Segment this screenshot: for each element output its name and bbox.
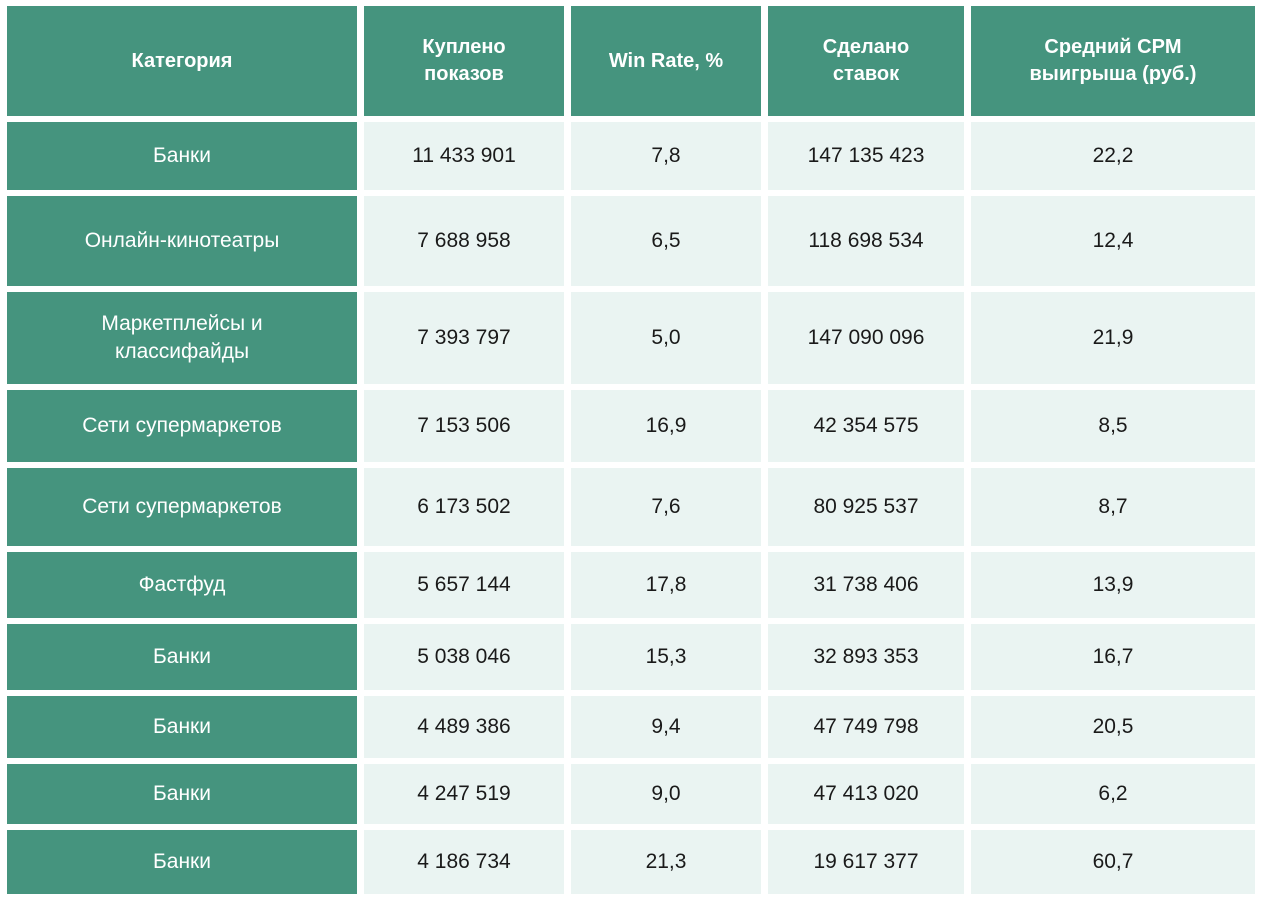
avg-win-cpm-cell: 12,4 (971, 196, 1255, 286)
table-row: Банки 5 038 046 15,3 32 893 353 16,7 (7, 624, 1255, 690)
category-label: Фастфуд (138, 572, 226, 596)
win-rate-cell: 9,4 (571, 696, 761, 758)
table-row: Фастфуд 5 657 144 17,8 31 738 406 13,9 (7, 552, 1255, 618)
column-header-avg-win-cpm: Средний CPM выигрыша (руб.) (971, 6, 1255, 116)
column-header-win-rate: Win Rate, % (571, 6, 761, 116)
column-header-label: Средний CPM выигрыша (руб.) (1029, 36, 1197, 85)
table-header: Категория Куплено показов Win Rate, % Сдела… (7, 6, 1255, 116)
category-label: Банки (153, 143, 211, 167)
bids-made-cell: 80 925 537 (768, 468, 964, 546)
column-header-label: Куплено показов (422, 36, 506, 85)
impressions-bought-cell: 7 393 797 (364, 292, 564, 384)
win-rate-cell: 7,8 (571, 122, 761, 190)
table-row: Банки 11 433 901 7,8 147 135 423 22,2 (7, 122, 1255, 190)
category-cell: Сети супермаркетов (7, 468, 357, 546)
table-header-row: Категория Куплено показов Win Rate, % Сдела… (7, 6, 1255, 116)
bids-made-cell: 42 354 575 (768, 390, 964, 462)
table-row: Маркетплейсы и классифайды 7 393 797 5,0 14… (7, 292, 1255, 384)
category-label: Банки (153, 644, 211, 668)
avg-win-cpm-cell: 8,5 (971, 390, 1255, 462)
category-label: Маркетплейсы и классифайды (101, 311, 263, 363)
avg-win-cpm-cell: 60,7 (971, 830, 1255, 894)
avg-win-cpm-cell: 6,2 (971, 764, 1255, 824)
category-cell: Онлайн-кинотеатры (7, 196, 357, 286)
win-rate-cell: 9,0 (571, 764, 761, 824)
bids-made-cell: 47 413 020 (768, 764, 964, 824)
bids-made-cell: 118 698 534 (768, 196, 964, 286)
bids-made-cell: 147 090 096 (768, 292, 964, 384)
column-header-label: Категория (131, 49, 233, 72)
table-body: Банки 11 433 901 7,8 147 135 423 22,2 Онлайн-… (7, 122, 1255, 894)
impressions-bought-cell: 6 173 502 (364, 468, 564, 546)
category-cell: Банки (7, 764, 357, 824)
impressions-bought-cell: 7 153 506 (364, 390, 564, 462)
table-row: Банки 4 247 519 9,0 47 413 020 6,2 (7, 764, 1255, 824)
table-row: Онлайн-кинотеатры 7 688 958 6,5 118 698 534… (7, 196, 1255, 286)
column-header-category: Категория (7, 6, 357, 116)
bids-made-cell: 147 135 423 (768, 122, 964, 190)
impressions-bought-cell: 7 688 958 (364, 196, 564, 286)
win-rate-cell: 6,5 (571, 196, 761, 286)
win-rate-cell: 21,3 (571, 830, 761, 894)
win-rate-cell: 7,6 (571, 468, 761, 546)
win-rate-cell: 15,3 (571, 624, 761, 690)
impressions-bought-cell: 4 247 519 (364, 764, 564, 824)
category-cell: Банки (7, 122, 357, 190)
category-cell: Банки (7, 696, 357, 758)
table-row: Сети супермаркетов 7 153 506 16,9 42 354 57… (7, 390, 1255, 462)
category-cell: Сети супермаркетов (7, 390, 357, 462)
avg-win-cpm-cell: 16,7 (971, 624, 1255, 690)
avg-win-cpm-cell: 22,2 (971, 122, 1255, 190)
bids-made-cell: 32 893 353 (768, 624, 964, 690)
table-row: Банки 4 489 386 9,4 47 749 798 20,5 (7, 696, 1255, 758)
avg-win-cpm-cell: 20,5 (971, 696, 1255, 758)
win-rate-cell: 16,9 (571, 390, 761, 462)
category-cell: Фастфуд (7, 552, 357, 618)
bids-made-cell: 31 738 406 (768, 552, 964, 618)
category-label: Онлайн-кинотеатры (84, 228, 280, 252)
category-label: Банки (153, 714, 211, 738)
category-label: Банки (153, 849, 211, 873)
table-row: Сети супермаркетов 6 173 502 7,6 80 925 537… (7, 468, 1255, 546)
avg-win-cpm-cell: 13,9 (971, 552, 1255, 618)
column-header-impressions-bought: Куплено показов (364, 6, 564, 116)
column-header-label: Сделано ставок (822, 36, 910, 85)
table-row: Банки 4 186 734 21,3 19 617 377 60,7 (7, 830, 1255, 894)
category-cell: Маркетплейсы и классифайды (7, 292, 357, 384)
avg-win-cpm-cell: 8,7 (971, 468, 1255, 546)
bids-made-cell: 19 617 377 (768, 830, 964, 894)
impressions-bought-cell: 5 657 144 (364, 552, 564, 618)
win-rate-cell: 17,8 (571, 552, 761, 618)
bids-made-cell: 47 749 798 (768, 696, 964, 758)
win-rate-cell: 5,0 (571, 292, 761, 384)
column-header-label: Win Rate, % (608, 49, 724, 72)
column-header-bids-made: Сделано ставок (768, 6, 964, 116)
impressions-bought-cell: 4 489 386 (364, 696, 564, 758)
impressions-bought-cell: 4 186 734 (364, 830, 564, 894)
impressions-bought-cell: 5 038 046 (364, 624, 564, 690)
category-cell: Банки (7, 830, 357, 894)
avg-win-cpm-cell: 21,9 (971, 292, 1255, 384)
category-label: Сети супермаркетов (82, 413, 282, 437)
category-cell: Банки (7, 624, 357, 690)
category-label: Сети супермаркетов (82, 494, 282, 518)
category-label: Банки (153, 781, 211, 805)
impressions-bought-cell: 11 433 901 (364, 122, 564, 190)
